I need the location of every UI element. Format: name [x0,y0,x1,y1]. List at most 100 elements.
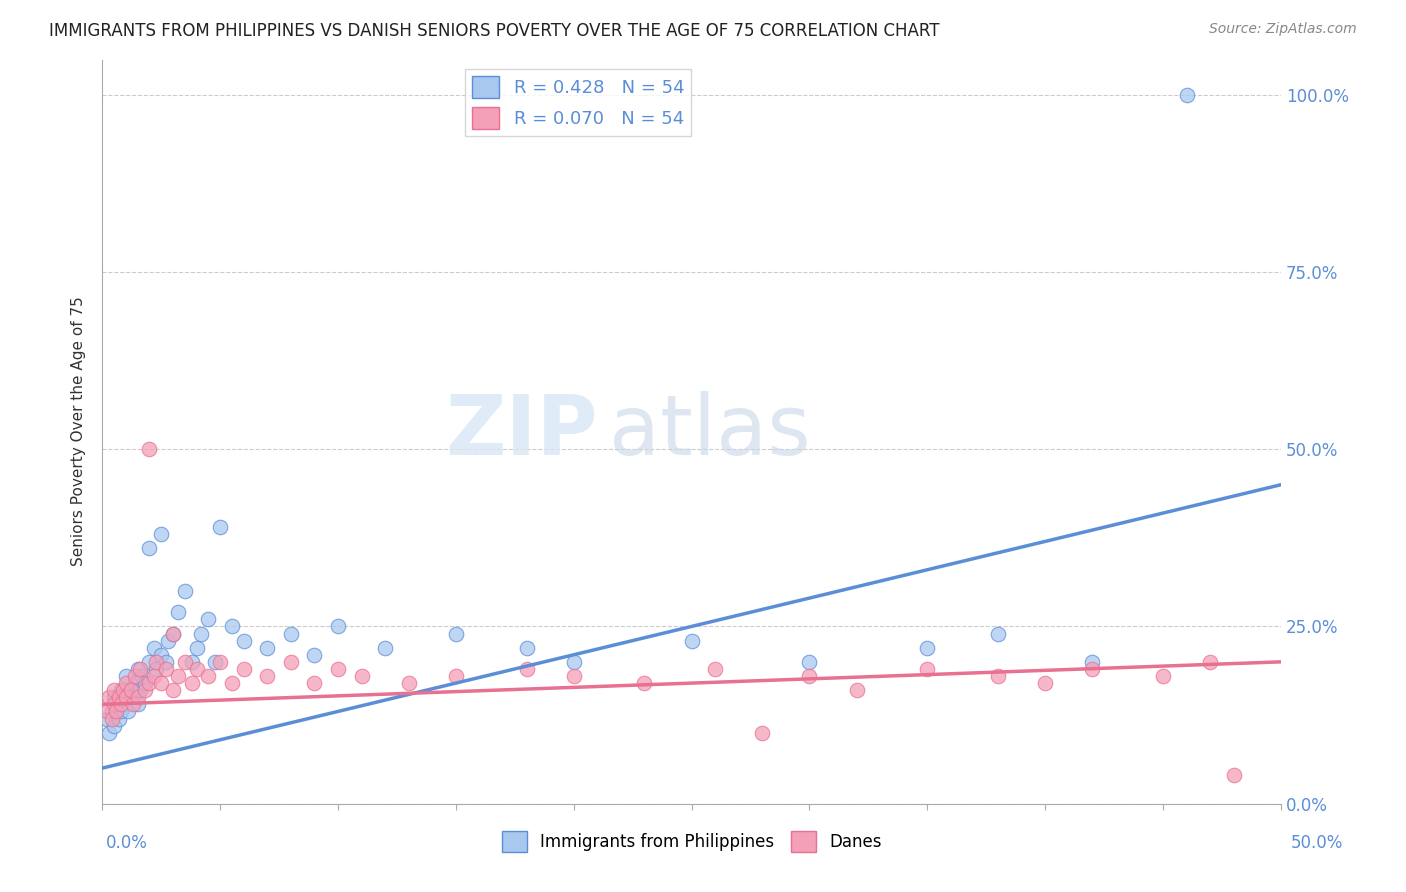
Point [143,640,166,655]
Point [155,655,177,669]
Point [350,669,373,683]
Point [117,705,139,719]
Text: 0.0%: 0.0% [105,834,148,852]
Point [150,676,173,690]
Point [96,705,118,719]
Point [166,669,188,683]
Point [1175,88,1198,103]
Point [180,655,202,669]
Point [1033,676,1056,690]
Point [129,662,152,676]
Point [374,640,396,655]
Text: 50.0%: 50.0% [1291,834,1343,852]
Point [143,669,166,683]
Point [138,541,160,556]
Point [633,676,655,690]
Point [145,655,167,669]
Point [987,669,1010,683]
Point [124,676,146,690]
Point [103,698,125,712]
Point [173,584,195,599]
Point [186,662,208,676]
Point [100,705,122,719]
Point [304,676,326,690]
Point [98,690,121,705]
Point [114,690,136,705]
Point [1081,655,1104,669]
Point [845,683,868,698]
Point [98,725,121,739]
Point [150,648,173,662]
Point [232,633,254,648]
Point [112,690,135,705]
Point [751,725,773,739]
Point [232,662,254,676]
Point [1199,655,1222,669]
Point [127,662,149,676]
Point [209,655,232,669]
Point [162,683,184,698]
Point [110,698,132,712]
Point [1152,669,1174,683]
Point [107,690,129,705]
Point [96,712,118,726]
Point [127,698,149,712]
Point [103,683,125,698]
Point [150,527,173,541]
Point [221,619,243,633]
Text: IMMIGRANTS FROM PHILIPPINES VS DANISH SENIORS POVERTY OVER THE AGE OF 75 CORRELA: IMMIGRANTS FROM PHILIPPINES VS DANISH SE… [49,22,939,40]
Point [326,662,349,676]
Point [398,676,420,690]
Point [121,690,143,705]
Point [190,626,212,640]
Point [444,626,467,640]
Point [799,655,821,669]
Point [103,718,125,732]
Point [186,640,208,655]
Point [197,612,219,626]
Point [204,655,226,669]
Point [304,648,326,662]
Point [221,676,243,690]
Point [124,669,146,683]
Point [105,698,128,712]
Point [256,640,278,655]
Point [129,683,152,698]
Point [114,676,136,690]
Point [516,640,538,655]
Point [1081,662,1104,676]
Text: ZIP: ZIP [444,391,598,472]
Point [209,520,232,534]
Point [138,442,160,457]
Point [131,669,153,683]
Point [138,655,160,669]
Point [103,690,125,705]
Point [704,662,727,676]
Point [280,655,302,669]
Point [121,698,143,712]
Point [173,655,195,669]
Point [166,605,188,619]
Point [145,662,167,676]
Point [1223,768,1246,782]
Point [134,683,156,698]
Point [120,683,142,698]
Point [114,669,136,683]
Point [120,683,142,698]
Point [180,676,202,690]
Point [917,662,939,676]
Point [516,662,538,676]
Point [100,712,122,726]
Text: Source: ZipAtlas.com: Source: ZipAtlas.com [1209,22,1357,37]
Point [114,698,136,712]
Point [162,626,184,640]
Point [917,640,939,655]
Y-axis label: Seniors Poverty Over the Age of 75: Seniors Poverty Over the Age of 75 [72,297,86,566]
Point [280,626,302,640]
Point [987,626,1010,640]
Legend: R = 0.428   N = 54, R = 0.070   N = 54: R = 0.428 N = 54, R = 0.070 N = 54 [465,69,692,136]
Point [681,633,703,648]
Point [562,655,585,669]
Point [127,690,149,705]
Point [110,683,132,698]
